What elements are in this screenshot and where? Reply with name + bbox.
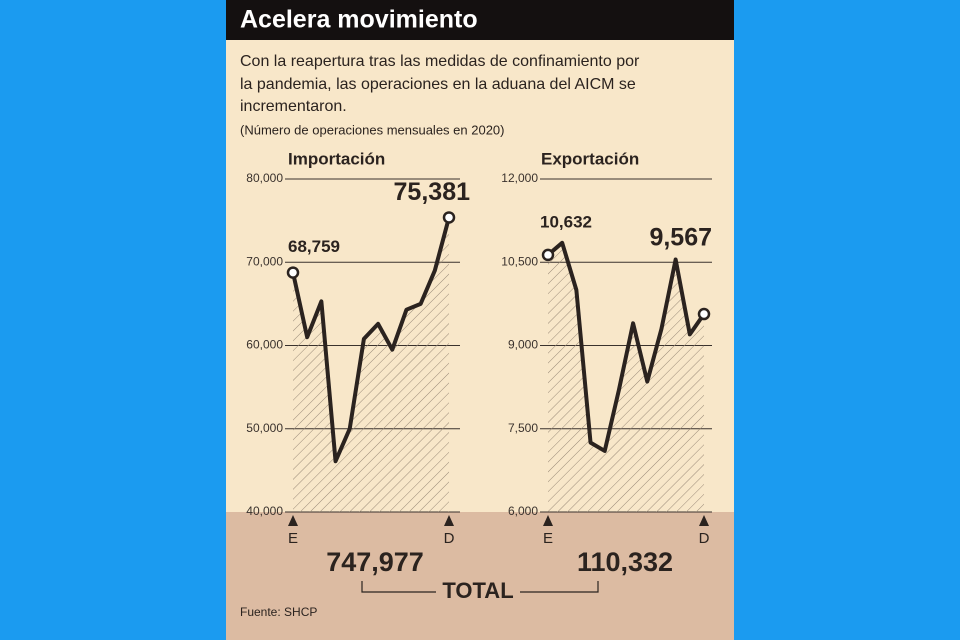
end-point (286, 266, 300, 279)
description-line: incrementaron. (240, 98, 347, 115)
x-tick-label: E (288, 530, 298, 547)
x-tick-label: D (699, 530, 710, 547)
title: Acelera movimiento (240, 6, 478, 34)
y-tick-label: 40,000 (246, 504, 283, 518)
value-label: 9,567 (649, 224, 712, 252)
end-point (697, 307, 711, 321)
unit-note: (Número de operaciones mensuales en 2020… (240, 122, 505, 137)
chart-title: Importación (288, 149, 385, 168)
y-tick-label: 70,000 (246, 254, 283, 268)
x-marker (444, 515, 454, 526)
value-label: 68,759 (288, 237, 340, 256)
value-label: 10,632 (540, 212, 592, 231)
total-value: 747,977 (326, 547, 424, 577)
y-tick-label: 12,000 (501, 171, 538, 185)
chart-title: Exportación (541, 149, 639, 168)
source: Fuente: SHCP (240, 605, 317, 619)
title-bar (226, 0, 734, 40)
area (548, 242, 704, 512)
y-tick-label: 6,000 (508, 504, 538, 518)
x-marker (288, 515, 298, 526)
y-tick-label: 60,000 (246, 338, 283, 352)
total-bracket (361, 581, 599, 593)
x-marker (543, 515, 553, 526)
total-label: TOTAL (442, 578, 513, 603)
y-tick-label: 9,000 (508, 338, 538, 352)
line (291, 216, 451, 464)
x-tick-label: E (543, 530, 553, 547)
end-point (442, 211, 456, 224)
description-line: Con la reapertura tras las medidas de co… (240, 53, 640, 70)
description-line: la pandemia, las operaciones en la aduan… (240, 76, 636, 93)
y-tick-label: 7,500 (508, 421, 538, 435)
end-point (541, 248, 555, 262)
x-tick-label: D (444, 530, 455, 547)
line (546, 240, 706, 453)
x-marker (699, 515, 709, 526)
y-tick-label: 10,500 (501, 254, 538, 268)
panel-footer (226, 512, 734, 640)
y-tick-label: 50,000 (246, 421, 283, 435)
y-tick-label: 80,000 (246, 171, 283, 185)
total-value: 110,332 (577, 547, 673, 577)
value-label: 75,381 (394, 178, 471, 206)
